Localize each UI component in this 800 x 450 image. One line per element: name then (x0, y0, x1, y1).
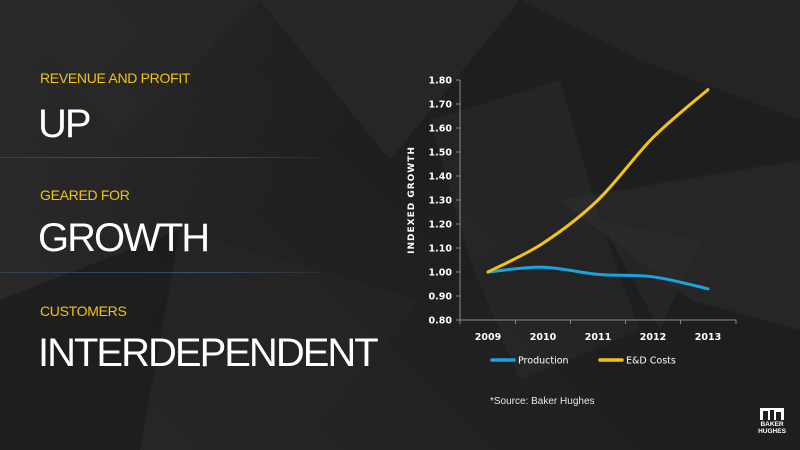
section-divider (0, 157, 320, 158)
y-axis-title: INDEXED GROWTH (407, 146, 417, 254)
logo-line-2: HUGHES (758, 428, 786, 435)
y-tick-label: 1.10 (429, 244, 453, 255)
baker-hughes-logo: BAKER HUGHES (752, 408, 792, 435)
x-tick-label: 2013 (695, 332, 721, 343)
x-tick-label: 2012 (640, 332, 666, 343)
section-divider (0, 272, 320, 273)
x-tick-label: 2011 (585, 332, 611, 343)
indexed-growth-chart: 0.80 0.90 1.00 1.10 1.20 1.30 1.40 1.50 1.60 1.70… (407, 76, 737, 367)
y-tick-label: 1.20 (429, 220, 453, 231)
revenue-kicker: REVENUE AND PROFIT (40, 70, 191, 86)
y-tick-label: 1.40 (429, 172, 453, 183)
source-note: *Source: Baker Hughes (490, 396, 595, 407)
y-tick-label: 1.80 (429, 76, 453, 87)
customers-headline: INTERDEPENDENT (38, 331, 379, 375)
growth-headline: GROWTH (38, 216, 210, 260)
legend-label-e-d-costs: E&D Costs (626, 356, 676, 367)
legend-label-production: Production (518, 356, 569, 367)
x-tick-label: 2010 (530, 332, 557, 343)
y-tick-label: 1.50 (429, 148, 453, 159)
revenue-headline: UP (38, 102, 92, 146)
y-tick-label: 1.00 (429, 268, 453, 279)
customers-kicker: CUSTOMERS (40, 303, 127, 319)
growth-kicker: GEARED FOR (40, 187, 130, 203)
series-line-production (486, 265, 710, 291)
logo-mark-icon (760, 408, 784, 420)
y-tick-label: 1.60 (429, 124, 453, 135)
y-tick-label: 0.90 (429, 292, 453, 303)
y-tick-label: 0.80 (429, 316, 453, 327)
y-tick-label: 1.30 (429, 196, 453, 207)
y-tick-label: 1.70 (429, 100, 453, 111)
logo-line-1: BAKER (760, 421, 784, 428)
x-tick-label: 2009 (475, 332, 501, 343)
series-line-e-d-costs (486, 88, 710, 274)
